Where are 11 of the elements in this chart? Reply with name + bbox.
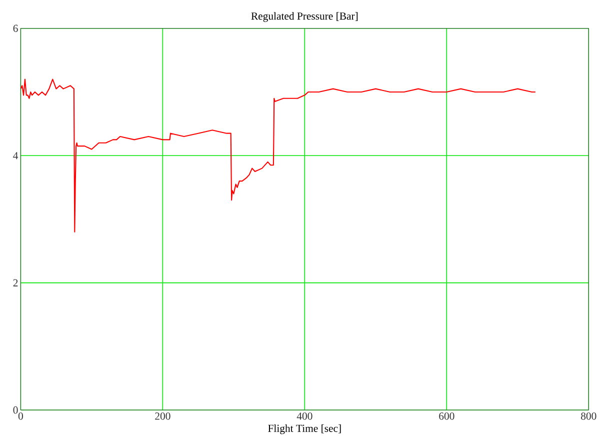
y-tick-label: 6: [13, 24, 18, 32]
x-tick-label: 400: [296, 412, 312, 420]
y-tick-label: 4: [13, 152, 18, 160]
y-tick-label: 0: [13, 406, 18, 414]
chart-title: Regulated Pressure [Bar]: [251, 12, 358, 22]
y-tick-label: 2: [13, 279, 18, 286]
x-tick-label: 800: [581, 412, 596, 420]
x-axis-title: Flight Time [sec]: [268, 424, 341, 434]
x-tick-label: 200: [155, 412, 170, 420]
x-tick-label: 0: [18, 412, 23, 420]
x-tick-label: 600: [439, 412, 454, 420]
